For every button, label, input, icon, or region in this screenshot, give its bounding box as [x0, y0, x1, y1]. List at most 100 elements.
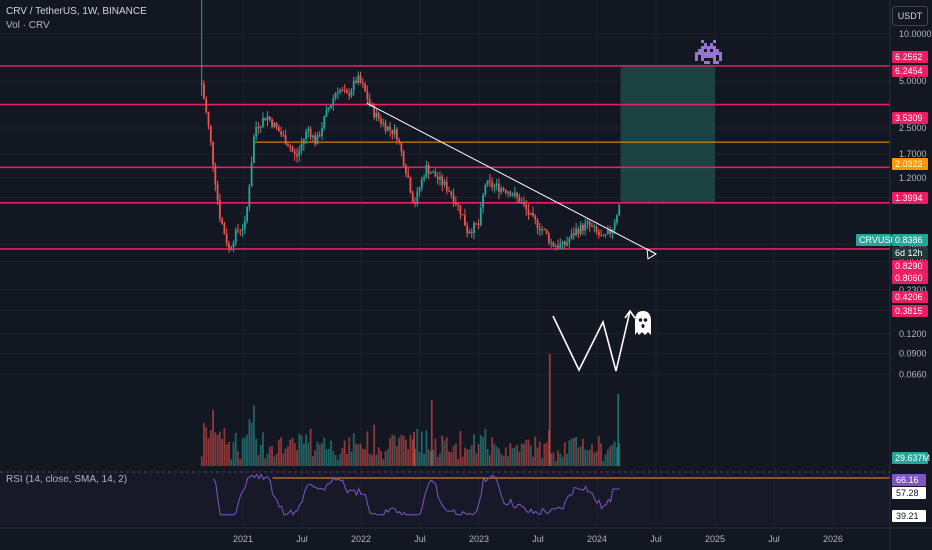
volume-bar	[513, 447, 516, 466]
candle-body	[237, 229, 239, 231]
volume-bar	[348, 437, 351, 466]
volume-bar	[520, 443, 523, 466]
rsi-title: RSI (14, close, SMA, 14, 2)	[6, 474, 128, 485]
ghost-eye	[638, 318, 643, 322]
candle-body	[248, 186, 251, 207]
candle-body	[380, 118, 382, 124]
currency-button[interactable]: USDT	[892, 6, 928, 26]
candle-body	[277, 127, 280, 132]
candle-body	[332, 98, 335, 105]
candle-body	[584, 223, 587, 231]
volume-bar	[323, 437, 326, 466]
candle-body	[382, 122, 385, 124]
volume-bar	[237, 450, 239, 466]
volume-bar	[509, 443, 512, 466]
price-tick-label: 0.2300	[899, 285, 927, 295]
ghost-icon	[635, 311, 651, 335]
candle-body	[300, 143, 303, 151]
target-zone	[620, 65, 715, 203]
volume-bar	[475, 453, 478, 466]
candle-body	[302, 139, 305, 144]
candle-body	[205, 98, 208, 112]
candle-body	[218, 200, 221, 220]
invader-pixel	[713, 49, 716, 52]
volume-bar	[380, 450, 382, 466]
volume-bar	[570, 438, 573, 466]
candle-body	[343, 90, 346, 92]
volume-bar	[389, 438, 391, 466]
volume-bar	[595, 451, 598, 466]
candle-body	[232, 243, 235, 248]
volume-bar	[291, 437, 294, 466]
candle-body	[418, 188, 421, 192]
volume-bar	[534, 436, 537, 466]
candle-body	[552, 242, 555, 247]
invader-pixel	[713, 58, 716, 61]
invader-pixel	[710, 46, 713, 49]
volume-bar	[284, 448, 287, 466]
volume-bar	[386, 449, 389, 466]
candle-body	[293, 151, 296, 155]
volume-bar	[200, 456, 203, 466]
invader-pixel	[701, 49, 704, 52]
candle-body	[532, 212, 534, 216]
candle-body	[534, 215, 537, 220]
candle-body	[604, 234, 607, 236]
candle-body	[314, 135, 317, 145]
candle-body	[452, 194, 455, 203]
volume-bar	[461, 456, 464, 466]
price-tag-label: 6.2562	[895, 52, 923, 62]
candle-body	[209, 125, 212, 142]
volume-title: Vol · CRV	[6, 20, 50, 31]
volume-bar	[307, 442, 310, 466]
candle-body	[341, 90, 344, 92]
candle-body	[393, 129, 396, 135]
volume-bar	[441, 435, 444, 466]
price-tag	[892, 51, 928, 63]
volume-bar	[305, 434, 307, 466]
candle-body	[591, 225, 593, 227]
rsi-tag-label: 39.21	[896, 511, 919, 521]
volume-bar	[400, 434, 403, 466]
candle-body	[482, 194, 484, 208]
candle-body	[445, 181, 448, 191]
volume-bar	[500, 454, 503, 466]
volume-bar	[262, 432, 264, 466]
candle-body	[484, 184, 487, 195]
invader-pixel	[710, 52, 713, 55]
time-tick-label: 2023	[469, 534, 489, 544]
candle-body	[448, 190, 450, 192]
price-tick-label: 0.1200	[899, 329, 927, 339]
candle-body	[457, 204, 460, 206]
volume-bar	[221, 438, 224, 466]
candle-body	[597, 231, 600, 236]
volume-bar	[491, 437, 494, 466]
volume-bar	[429, 451, 432, 466]
candle-body	[538, 228, 541, 231]
candle-body	[498, 183, 500, 192]
candle-body	[212, 141, 214, 166]
invader-pixel	[701, 58, 704, 61]
candle-body	[268, 116, 271, 120]
invader-pixel	[707, 46, 710, 49]
volume-bar	[550, 453, 553, 466]
candle-body	[336, 92, 339, 94]
volume-bar	[384, 451, 387, 466]
invader-pixel	[713, 55, 716, 58]
candle-body	[427, 165, 430, 174]
candle-body	[536, 219, 539, 229]
volume-bar	[488, 455, 491, 466]
candle-body	[527, 209, 530, 215]
candle-body	[572, 233, 575, 236]
candle-body	[570, 233, 573, 239]
candle-body	[370, 103, 373, 106]
time-tick-label: 2022	[351, 534, 371, 544]
candle-body	[259, 126, 262, 128]
candle-body	[398, 140, 401, 143]
price-tag	[892, 272, 928, 284]
candle-body	[241, 228, 244, 231]
volume-bar	[214, 432, 217, 466]
candle-body	[255, 126, 258, 137]
volume-bar	[432, 449, 435, 466]
